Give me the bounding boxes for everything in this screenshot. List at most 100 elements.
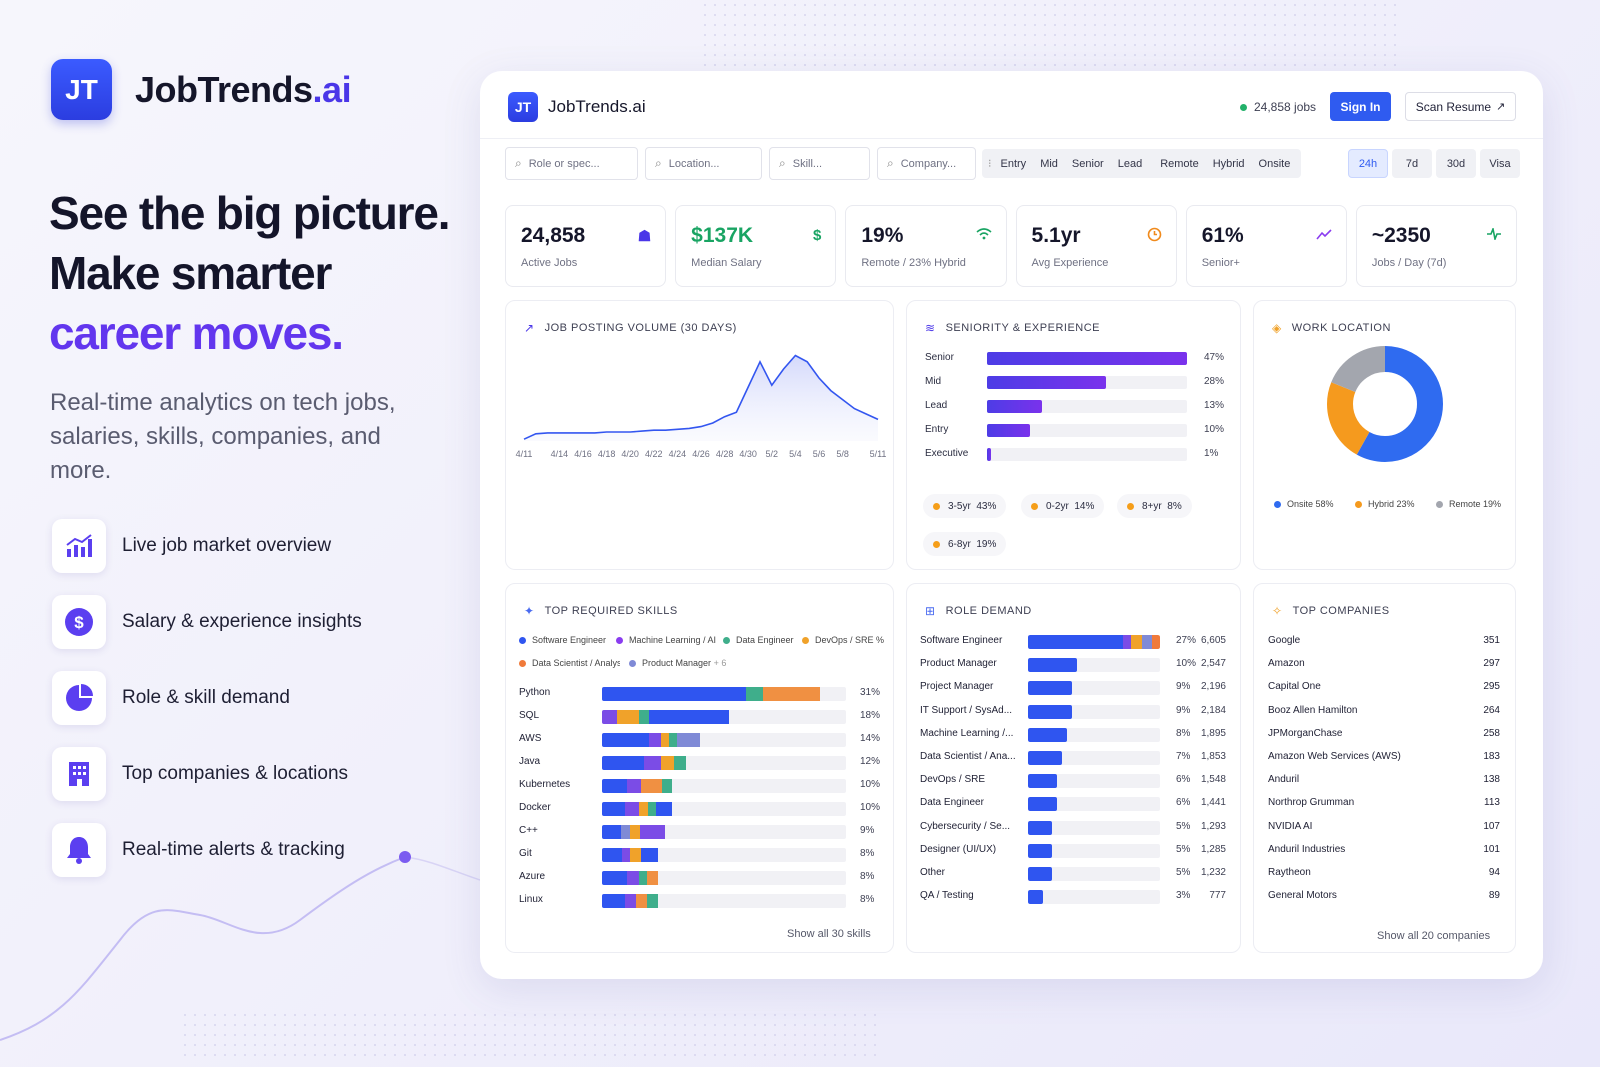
wifi-icon — [975, 227, 992, 244]
show-all-companies-link[interactable]: Show all 20 companies — [1377, 930, 1491, 942]
show-all-skills-link[interactable]: Show all 30 skills — [787, 928, 871, 940]
worktype-filter-onsite[interactable]: Onsite — [1258, 157, 1291, 170]
role-pct: 8% — [1176, 727, 1191, 739]
card-title: ↗ JOB POSTING VOLUME (30 DAYS) — [524, 321, 737, 335]
skill-row[interactable]: C++ 9% — [519, 825, 879, 839]
skill-label: Azure — [519, 871, 546, 882]
role-label: Designer (UI/UX) — [920, 843, 997, 855]
skill-row[interactable]: Python 31% — [519, 687, 880, 701]
experience-chip[interactable]: 0-2yr 14% — [1021, 494, 1105, 518]
x-tick-label: 5/6 — [813, 449, 826, 459]
skill-bar-segment — [647, 894, 659, 908]
skill-bar-segment — [602, 779, 627, 793]
job-volume-card: ↗ JOB POSTING VOLUME (30 DAYS) 4/11 4/14 4/… — [505, 300, 894, 570]
role-search-input[interactable]: ⌕ Role or spec... — [505, 147, 638, 180]
sign-in-button[interactable]: Sign In — [1330, 92, 1391, 121]
skill-bar-segment — [630, 825, 640, 839]
time-range-30d[interactable]: 30d — [1436, 149, 1476, 178]
seniority-row: Mid 28% — [925, 376, 1225, 390]
seniority-bar — [987, 352, 1187, 365]
dashboard-window: JT JobTrends.ai 24,858 jobs Sign In Scan… — [480, 71, 1543, 979]
skill-row[interactable]: Git 8% — [519, 848, 879, 862]
role-pct: 5% — [1176, 867, 1191, 878]
time-range-7d[interactable]: 7d — [1392, 149, 1432, 178]
live-dot-icon — [1240, 103, 1247, 111]
company-row[interactable]: Anduril 138 — [1268, 774, 1500, 788]
role-row[interactable]: Product Manager 10% 2,547 — [920, 658, 1230, 673]
company-row[interactable]: Anduril Industries 101 — [1268, 844, 1500, 858]
legend-remote: Remote 19% — [1436, 499, 1501, 509]
level-filter-mid[interactable]: Mid — [1040, 157, 1058, 170]
legend-item: Data Scientist / Analyst — [519, 658, 620, 668]
donut-slice-hybrid[interactable] — [1327, 346, 1443, 462]
role-row[interactable]: DevOps / SRE 6% 1,548 — [920, 774, 1230, 789]
company-search-input[interactable]: ⌕ Company... — [877, 147, 976, 180]
stat-value: $137K — [691, 224, 754, 247]
skill-row[interactable]: SQL 18% — [519, 710, 880, 724]
seniority-row: Entry 10% — [925, 424, 1225, 438]
skill-bar-segment — [626, 779, 641, 793]
role-row[interactable]: Cybersecurity / Se... 5% 1,293 — [920, 820, 1230, 835]
skill-bar-track — [602, 779, 846, 793]
skill-bar-segment — [640, 779, 662, 793]
time-range-24h[interactable]: 24h — [1348, 149, 1388, 178]
skill-bar-segment — [621, 848, 631, 862]
app-logo[interactable]: JT — [508, 92, 538, 122]
x-tick-label: 4/24 — [669, 449, 687, 459]
role-row[interactable]: QA / Testing 3% 777 — [920, 890, 1230, 905]
search-icon: ⌕ — [887, 156, 894, 170]
role-row[interactable]: Project Manager 9% 2,196 — [920, 681, 1230, 696]
company-row[interactable]: Amazon 297 — [1268, 658, 1500, 672]
worktype-filter-remote[interactable]: Remote — [1160, 157, 1199, 170]
role-row[interactable]: Data Scientist / Ana... 7% 1,853 — [920, 751, 1230, 765]
role-bar-segment — [1123, 635, 1131, 649]
experience-pct: 43% — [976, 500, 997, 512]
role-row[interactable]: Data Engineer 6% 1,441 — [920, 797, 1230, 812]
legend-more[interactable]: + 6 — [713, 658, 727, 668]
company-row[interactable]: General Motors 89 — [1268, 890, 1500, 904]
skill-row[interactable]: Linux 8% — [519, 894, 879, 908]
stat-avg-experience: 5.1yr Avg Experience — [1015, 205, 1177, 287]
experience-chip[interactable]: 8+yr 8% — [1117, 494, 1192, 518]
experience-chip[interactable]: 3-5yr 43% — [923, 494, 1007, 518]
company-row[interactable]: Capital One 295 — [1268, 681, 1500, 695]
x-tick-label: 4/20 — [621, 449, 639, 459]
scan-resume-button[interactable]: Scan Resume ↗ — [1405, 92, 1516, 121]
level-filter-entry[interactable]: Entry — [1000, 157, 1027, 170]
experience-chip[interactable]: 6-8yr 19% — [923, 532, 1007, 556]
trend-icon — [1316, 227, 1332, 244]
drag-handle-icon[interactable]: ⁝ — [988, 158, 992, 170]
role-demand-card: ⊞ ROLE DEMAND Software Engineer 27% 6,605… — [906, 583, 1241, 953]
location-search-input[interactable]: ⌕ Location... — [645, 147, 762, 180]
company-row[interactable]: Amazon Web Services (AWS) 183 — [1268, 751, 1500, 765]
skill-search-input[interactable]: ⌕ Skill... — [769, 147, 870, 180]
skill-row[interactable]: Azure 8% — [519, 871, 879, 885]
donut-slice-remote[interactable] — [1327, 346, 1443, 462]
skill-row[interactable]: Kubernetes 10% — [519, 779, 880, 793]
role-pct: 5% — [1176, 843, 1191, 855]
role-row[interactable]: Designer (UI/UX) 5% 1,285 — [920, 843, 1230, 858]
company-row[interactable]: JPMorganChase 258 — [1268, 728, 1500, 742]
skill-row[interactable]: AWS 14% — [519, 733, 880, 747]
volume-line — [523, 354, 879, 440]
company-row[interactable]: Booz Allen Hamilton 264 — [1268, 705, 1500, 719]
skill-row[interactable]: Docker 10% — [519, 802, 880, 816]
role-row[interactable]: Machine Learning /... 8% 1,895 — [920, 727, 1230, 742]
company-row[interactable]: NVIDIA AI 107 — [1268, 821, 1500, 835]
skill-row[interactable]: Java 12% — [519, 756, 880, 770]
role-row[interactable]: Software Engineer 27% 6,605 — [920, 635, 1230, 649]
role-row[interactable]: IT Support / SysAd... 9% 2,184 — [920, 704, 1230, 719]
company-row[interactable]: Raytheon 94 — [1268, 867, 1500, 881]
company-row[interactable]: Northrop Grumman 113 — [1268, 797, 1500, 811]
x-tick-label: 4/30 — [739, 449, 757, 459]
company-row[interactable]: Google 351 — [1268, 635, 1500, 649]
skill-bar-segment — [602, 710, 618, 724]
role-row[interactable]: Other 5% 1,232 — [920, 867, 1230, 881]
skill-bar-segment — [639, 802, 648, 816]
level-filter-lead[interactable]: Lead — [1117, 157, 1143, 170]
skill-bar-segment — [641, 848, 659, 862]
visa-filter[interactable]: Visa — [1480, 149, 1520, 178]
app-header: JT JobTrends.ai 24,858 jobs Sign In Scan… — [480, 71, 1543, 139]
worktype-filter-hybrid[interactable]: Hybrid — [1212, 157, 1245, 170]
level-filter-senior[interactable]: Senior — [1071, 157, 1104, 170]
